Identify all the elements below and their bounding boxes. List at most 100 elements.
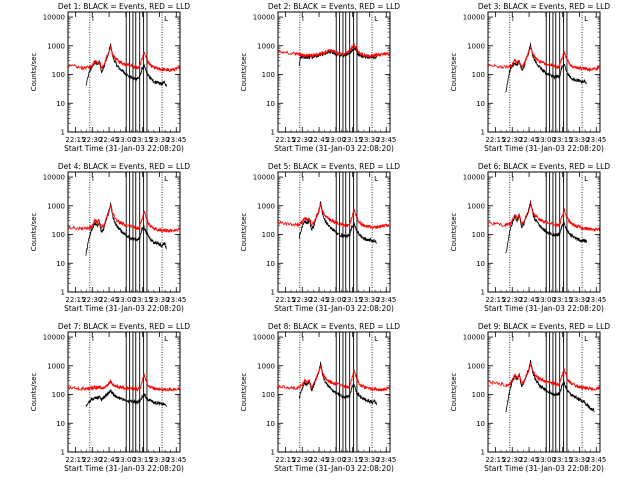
x-tick-label: 23:30 <box>149 296 169 304</box>
y-tick-label: 1 <box>481 449 485 457</box>
x-tick-label: 22:45 <box>519 456 539 464</box>
x-tick-label: 23:45 <box>376 456 396 464</box>
y-tick-label: 10 <box>266 260 275 268</box>
events-series-line <box>505 200 587 254</box>
y-tick-label: 1 <box>61 289 65 297</box>
y-tick-label: 10 <box>266 100 275 108</box>
plot-frame <box>277 11 391 133</box>
x-tick-label: 22:15 <box>485 296 505 304</box>
x-tick-label: 22:30 <box>292 296 312 304</box>
x-tick-label: 22:15 <box>275 296 295 304</box>
y-tick-label: 10 <box>266 420 275 428</box>
plot-frame <box>487 171 601 293</box>
panel-title: Det 7: BLACK = Events, RED = LLD <box>58 322 190 331</box>
x-tick-label: 23:15 <box>553 136 573 144</box>
detector-panel-5: Det 5: BLACK = Events, RED = LLD 1 10 100 10… <box>240 162 400 313</box>
x-tick-label: 23:30 <box>359 296 379 304</box>
y-tick-label: 10000 <box>253 334 275 342</box>
y-tick-label: 10 <box>56 260 65 268</box>
marker-letter: L <box>164 335 168 343</box>
marker-letter: L <box>164 15 168 23</box>
lld-series-line <box>278 203 390 230</box>
x-tick-label: 22:30 <box>502 136 522 144</box>
y-tick-label: 10000 <box>463 334 485 342</box>
marker-letter: L <box>374 15 378 23</box>
y-axis-label: Counts/sec <box>240 213 248 252</box>
panel-title: Det 2: BLACK = Events, RED = LLD <box>268 2 400 11</box>
x-tick-label: 22:15 <box>65 136 85 144</box>
x-tick-label: 23:15 <box>343 136 363 144</box>
x-tick-label: 22:15 <box>485 136 505 144</box>
y-tick-label: 10 <box>56 420 65 428</box>
y-tick-label: 100 <box>262 71 275 79</box>
y-axis-label: Counts/sec <box>450 53 458 92</box>
y-axis-label: Counts/sec <box>450 373 458 412</box>
y-tick-label: 100 <box>472 231 485 239</box>
marker-letter: L <box>164 175 168 183</box>
y-tick-label: 1 <box>271 449 275 457</box>
y-tick-label: 10 <box>476 260 485 268</box>
detector-panel-4: Det 4: BLACK = Events, RED = LLD 1 10 100 10… <box>30 162 190 313</box>
x-axis-label: Start Time (31-Jan-03 22:08:20) <box>64 464 184 473</box>
x-tick-label: 23:30 <box>359 456 379 464</box>
y-tick-label: 10000 <box>463 14 485 22</box>
plot-frame <box>487 331 601 453</box>
y-tick-label: 10000 <box>43 334 65 342</box>
plot-frame <box>67 11 181 133</box>
marker-letter: I <box>92 335 94 343</box>
x-tick-label: 22:15 <box>65 456 85 464</box>
x-tick-label: 23:00 <box>536 296 556 304</box>
x-axis-label: Start Time (31-Jan-03 22:08:20) <box>274 304 394 313</box>
y-tick-label: 1000 <box>257 202 275 210</box>
x-tick-label: 23:00 <box>326 136 346 144</box>
x-tick-label: 23:00 <box>326 456 346 464</box>
marker-letter: I <box>302 175 304 183</box>
y-tick-label: 1 <box>481 289 485 297</box>
x-tick-label: 23:00 <box>116 296 136 304</box>
y-axis-label: Counts/sec <box>30 213 38 252</box>
lld-series-line <box>278 42 390 59</box>
marker-letter: L <box>584 335 588 343</box>
marker-letter: L <box>374 335 378 343</box>
x-tick-label: 23:30 <box>359 136 379 144</box>
marker-letter: I <box>512 175 514 183</box>
x-tick-label: 23:15 <box>553 456 573 464</box>
y-tick-label: 100 <box>262 231 275 239</box>
lld-series-line <box>488 203 600 232</box>
x-tick-label: 23:45 <box>586 296 606 304</box>
x-axis-label: Start Time (31-Jan-03 22:08:20) <box>64 144 184 153</box>
x-axis-label: Start Time (31-Jan-03 22:08:20) <box>484 144 604 153</box>
x-tick-label: 22:30 <box>82 136 102 144</box>
x-axis-label: Start Time (31-Jan-03 22:08:20) <box>484 464 604 473</box>
x-tick-label: 23:15 <box>133 136 153 144</box>
lld-series-line <box>68 205 180 233</box>
panel-title: Det 9: BLACK = Events, RED = LLD <box>478 322 610 331</box>
x-tick-label: 22:30 <box>502 296 522 304</box>
x-tick-label: 23:45 <box>166 136 186 144</box>
detector-panel-2: Det 2: BLACK = Events, RED = LLD 1 10 100 10… <box>240 2 400 153</box>
x-tick-label: 23:45 <box>376 296 396 304</box>
marker-letter: I <box>92 175 94 183</box>
detector-panel-8: Det 8: BLACK = Events, RED = LLD 1 10 100 10… <box>240 322 400 473</box>
marker-letter: L <box>584 15 588 23</box>
plot-frame <box>67 331 181 453</box>
y-tick-label: 1 <box>61 129 65 137</box>
x-tick-label: 22:15 <box>275 136 295 144</box>
panel-title: Det 8: BLACK = Events, RED = LLD <box>268 322 400 331</box>
detector-panel-1: Det 1: BLACK = Events, RED = LLD 1 10 100 10… <box>30 2 190 153</box>
marker-letter: I <box>512 335 514 343</box>
x-tick-label: 23:15 <box>343 456 363 464</box>
y-tick-label: 1000 <box>467 202 485 210</box>
y-tick-label: 100 <box>472 71 485 79</box>
y-tick-label: 1000 <box>257 362 275 370</box>
x-tick-label: 22:45 <box>309 456 329 464</box>
y-axis-label: Counts/sec <box>30 53 38 92</box>
events-series-line <box>85 202 167 256</box>
y-tick-label: 10000 <box>253 174 275 182</box>
x-tick-label: 22:30 <box>292 136 312 144</box>
detector-panel-3: Det 3: BLACK = Events, RED = LLD 1 10 100 10… <box>450 2 610 153</box>
detector-panel-9: Det 9: BLACK = Events, RED = LLD 1 10 100 10… <box>450 322 610 473</box>
lld-series-line <box>488 46 600 73</box>
marker-letter: L <box>584 175 588 183</box>
x-tick-label: 23:30 <box>569 456 589 464</box>
